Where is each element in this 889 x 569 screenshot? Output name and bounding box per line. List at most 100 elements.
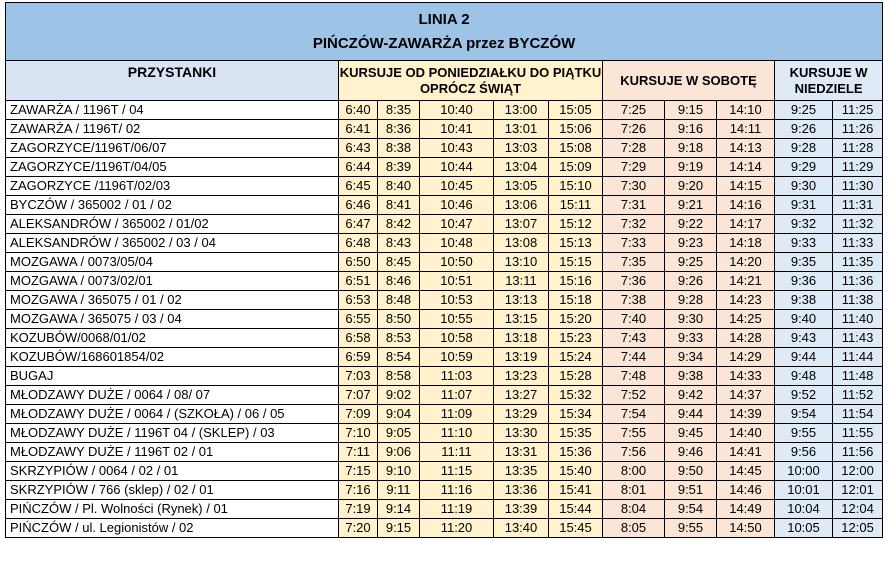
sunday-time: 11:36 [831,271,884,291]
saturday-time: 14:17 [716,214,775,234]
weekday-time: 13:23 [493,366,549,386]
weekday-time: 13:07 [493,214,549,234]
sunday-time: 11:31 [831,195,884,215]
saturday-time: 7:40 [602,309,665,329]
weekday-time: 10:41 [419,119,494,139]
saturday-time: 7:38 [602,290,665,310]
weekday-time: 6:44 [338,157,378,177]
saturday-time: 7:52 [602,385,665,405]
weekday-time: 11:11 [419,442,494,462]
stop-name: MOZGAWA / 365075 / 03 / 04 [5,309,339,329]
saturday-time: 7:30 [602,176,665,196]
table-row: MŁODZAWY DUŻE / 1196T 04 / (SKLEP) / 03 7… [5,423,884,443]
sunday-time: 9:56 [774,442,833,462]
saturday-time: 7:29 [602,157,665,177]
weekday-time: 13:36 [493,480,549,500]
sunday-time: 11:44 [831,347,884,367]
weekday-time: 13:00 [493,100,549,120]
sunday-time: 9:40 [774,309,833,329]
saturday-time: 9:46 [664,442,717,462]
weekday-time: 6:50 [338,252,378,272]
saturday-time: 7:25 [602,100,665,120]
sunday-time: 11:26 [831,119,884,139]
table-row: MOZGAWA / 365075 / 03 / 04 6:55 8:50 10:55 1… [5,309,884,329]
table-row: ZAWARŻA / 1196T/ 02 6:41 8:36 10:41 13:01 15:… [5,119,884,139]
saturday-time: 9:38 [664,366,717,386]
weekday-time: 15:35 [548,423,603,443]
table-row: MŁODZAWY DUŻE / 0064 / (SZKOŁA) / 06 / 0… [5,404,884,424]
saturday-time: 7:26 [602,119,665,139]
weekday-time: 10:55 [419,309,494,329]
table-row: ALEKSANDRÓW / 365002 / 03 / 04 6:48 8:43 10… [5,233,884,253]
saturday-time: 7:43 [602,328,665,348]
saturday-time: 14:33 [716,366,775,386]
saturday-time: 7:54 [602,404,665,424]
weekday-time: 13:31 [493,442,549,462]
saturday-time: 9:25 [664,252,717,272]
sunday-time: 11:55 [831,423,884,443]
sunday-time: 9:38 [774,290,833,310]
sunday-time: 11:56 [831,442,884,462]
weekday-time: 8:41 [377,195,420,215]
table-row: KOZUBÓW/0068/01/02 6:58 8:53 10:58 13:18 15:2… [5,328,884,348]
sunday-time: 9:32 [774,214,833,234]
saturday-time: 14:10 [716,100,775,120]
sunday-time: 12:00 [831,461,884,481]
sunday-time: 9:52 [774,385,833,405]
saturday-time: 9:51 [664,480,717,500]
weekday-time: 15:32 [548,385,603,405]
weekday-time: 8:36 [377,119,420,139]
table-row: MŁODZAWY DUŻE / 1196T 02 / 01 7:11 9:06 11:… [5,442,884,462]
table-row: ZAWARŻA / 1196T / 04 6:40 8:35 10:40 13:00 15… [5,100,884,120]
header-row: PRZYSTANKI KURSUJE OD PONIEDZIAŁKU DO PI… [5,60,884,101]
saturday-time: 8:05 [602,518,665,538]
weekday-time: 8:43 [377,233,420,253]
saturday-time: 9:26 [664,271,717,291]
timetable-body: ZAWARŻA / 1196T / 04 6:40 8:35 10:40 13:00 15… [5,100,884,538]
stop-name: BYCZÓW / 365002 / 01 / 02 [5,195,339,215]
weekday-time: 8:45 [377,252,420,272]
weekday-time: 13:15 [493,309,549,329]
sunday-time: 10:05 [774,518,833,538]
sunday-time: 9:25 [774,100,833,120]
saturday-time: 9:50 [664,461,717,481]
sunday-time: 9:54 [774,404,833,424]
weekday-time: 13:03 [493,138,549,158]
saturday-time: 8:04 [602,499,665,519]
weekday-time: 15:05 [548,100,603,120]
weekday-time: 13:35 [493,461,549,481]
route-title: PIŃCZÓW-ZAWARŻA przez BYCZÓW [312,34,576,52]
saturday-time: 9:22 [664,214,717,234]
stop-name: PIŃCZÓW / ul. Legionistów / 02 [5,518,339,538]
weekday-time: 13:39 [493,499,549,519]
weekday-time: 13:30 [493,423,549,443]
stop-name: ZAGORZYCE/1196T/06/07 [5,138,339,158]
stop-name: ZAWARŻA / 1196T / 04 [5,100,339,120]
weekday-time: 13:27 [493,385,549,405]
weekday-time: 6:53 [338,290,378,310]
saturday-time: 14:50 [716,518,775,538]
weekday-time: 15:09 [548,157,603,177]
saturday-header: KURSUJE W SOBOTĘ [602,60,775,101]
saturday-time: 14:25 [716,309,775,329]
table-row: ZAGORZYCE/1196T/06/07 6:43 8:38 10:43 13:03 1… [5,138,884,158]
table-row: SKRZYPIÓW / 0064 / 02 / 01 7:15 9:10 11:15 1… [5,461,884,481]
weekday-time: 13:18 [493,328,549,348]
saturday-time: 9:30 [664,309,717,329]
weekday-time: 8:38 [377,138,420,158]
weekday-time: 11:20 [419,518,494,538]
weekday-time: 15:13 [548,233,603,253]
weekday-time: 10:44 [419,157,494,177]
sunday-time: 11:48 [831,366,884,386]
saturday-time: 14:45 [716,461,775,481]
saturday-time: 7:55 [602,423,665,443]
sunday-time: 9:43 [774,328,833,348]
saturday-time: 7:33 [602,233,665,253]
weekday-time: 7:09 [338,404,378,424]
weekday-time: 11:15 [419,461,494,481]
weekday-time: 10:47 [419,214,494,234]
sunday-time: 11:30 [831,176,884,196]
saturday-time: 14:18 [716,233,775,253]
sunday-time: 9:33 [774,233,833,253]
weekday-time: 6:40 [338,100,378,120]
